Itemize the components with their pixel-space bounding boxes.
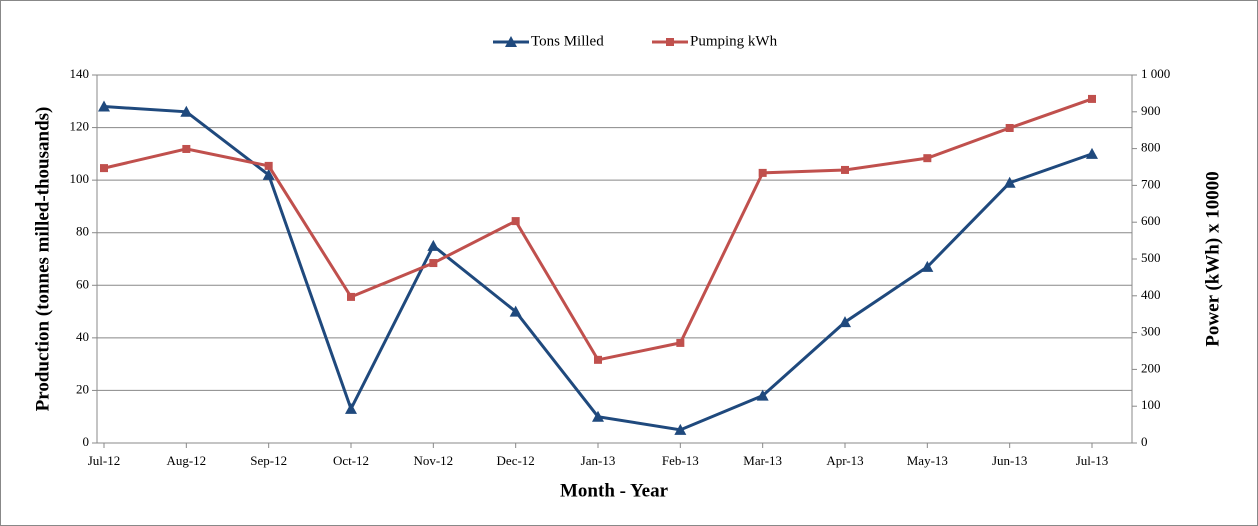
point-marker [594,355,602,364]
y-tick-label: 100 [70,171,90,186]
point-marker [921,260,934,272]
point-marker [592,410,604,422]
y2-tick-label: 700 [1141,176,1161,191]
point-marker [841,165,849,174]
point-marker [429,259,438,268]
point-marker [676,338,685,347]
y-tick-label: 60 [76,276,89,291]
y2-tick-label: 0 [1141,434,1148,449]
x-tick-label: Jul-13 [1076,453,1109,468]
point-marker [509,305,522,317]
y2-tick-label: 500 [1141,250,1161,265]
y-tick-label: 80 [76,224,89,239]
point-marker [839,316,851,328]
point-marker [1003,176,1016,188]
y2-tick-label: 600 [1141,213,1161,228]
point-marker [427,239,440,251]
point-marker [182,144,191,153]
point-marker [264,161,273,170]
point-marker [1086,147,1098,159]
legend-marker [505,36,517,47]
point-marker [1088,94,1096,103]
y2-tick-label: 200 [1141,360,1161,375]
y-tick-label: 140 [70,66,90,81]
y2-axis-label: Power (kWh) x 10000 [1202,171,1223,346]
x-tick-label: Jan-13 [581,453,616,468]
x-tick-label: Jun-13 [992,453,1027,468]
x-tick-label: Apr-13 [826,453,863,468]
point-marker [98,100,110,112]
x-tick-label: Mar-13 [743,453,782,468]
legend-label: Pumping kWh [690,33,778,49]
y2-tick-label: 100 [1141,397,1161,412]
x-axis-label: Month - Year [560,480,669,501]
y2-tick-label: 400 [1141,287,1161,302]
x-tick-label: May-13 [907,453,948,468]
point-marker [1005,123,1014,132]
x-tick-label: Aug-12 [166,453,206,468]
point-marker [923,154,932,163]
x-tick-label: Dec-12 [497,453,535,468]
y-axis-label: Production (tonnes milled-thousands) [32,107,53,412]
point-marker [758,168,767,177]
y-tick-label: 120 [70,119,90,134]
y-tick-label: 20 [76,381,89,396]
legend-label: Tons Milled [531,33,604,49]
y2-tick-label: 800 [1141,140,1161,155]
x-tick-label: Feb-13 [662,453,699,468]
x-tick-label: Jul-12 [88,453,121,468]
y2-tick-label: 1 000 [1141,66,1170,81]
point-marker [756,389,769,401]
point-marker [180,105,193,117]
legend-marker [666,38,674,46]
x-tick-label: Nov-12 [413,453,453,468]
point-marker [511,217,520,226]
point-marker [674,423,687,435]
x-tick-label: Oct-12 [333,453,369,468]
y2-tick-label: 900 [1141,103,1161,118]
y-tick-label: 40 [76,329,89,344]
y-tick-label: 0 [83,434,90,449]
point-marker [262,168,275,180]
point-marker [345,402,357,414]
x-tick-label: Sep-12 [250,453,287,468]
point-marker [347,292,355,301]
point-marker [100,164,108,173]
y2-tick-label: 300 [1141,324,1161,339]
